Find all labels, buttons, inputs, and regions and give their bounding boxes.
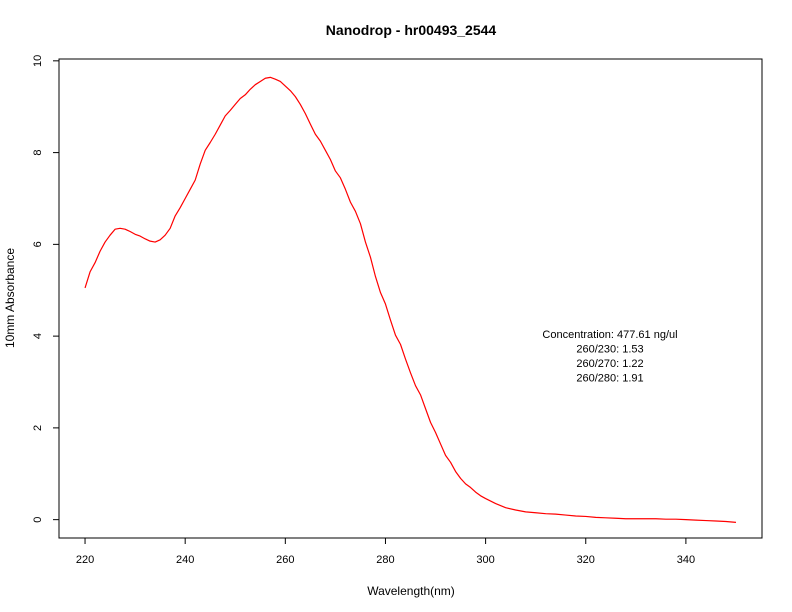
x-tick-label: 340 bbox=[677, 554, 695, 566]
annotation-line: 260/230: 1.53 bbox=[576, 344, 643, 356]
annotation-block: Concentration: 477.61 ng/ul 260/230: 1.53… bbox=[542, 329, 677, 385]
annotation-line: 260/280: 1.91 bbox=[576, 373, 643, 385]
y-tick-label: 6 bbox=[32, 241, 44, 247]
y-axis-label: 10mm Absorbance bbox=[3, 248, 17, 348]
x-tick-label: 280 bbox=[376, 554, 394, 566]
chart-title: Nanodrop - hr00493_2544 bbox=[326, 22, 497, 38]
x-tick-label: 320 bbox=[577, 554, 595, 566]
y-tick-label: 8 bbox=[32, 150, 44, 156]
y-tick-label: 0 bbox=[32, 517, 44, 523]
x-tick-label: 220 bbox=[76, 554, 94, 566]
annotation-line: Concentration: 477.61 ng/ul bbox=[542, 329, 677, 341]
annotation-line: 260/270: 1.22 bbox=[576, 358, 643, 370]
y-axis: 0 2 4 6 8 10 bbox=[32, 55, 59, 523]
x-axis-label: Wavelength(nm) bbox=[367, 584, 455, 598]
x-tick-label: 300 bbox=[476, 554, 494, 566]
y-tick-label: 2 bbox=[32, 425, 44, 431]
x-tick-label: 240 bbox=[176, 554, 194, 566]
absorbance-series-line bbox=[84, 76, 737, 523]
plot-area-frame bbox=[58, 58, 763, 539]
y-tick-label: 4 bbox=[32, 333, 44, 339]
x-tick-label: 260 bbox=[276, 554, 294, 566]
x-axis: 220 240 260 280 300 320 340 bbox=[76, 538, 695, 566]
y-tick-label: 10 bbox=[32, 55, 44, 67]
